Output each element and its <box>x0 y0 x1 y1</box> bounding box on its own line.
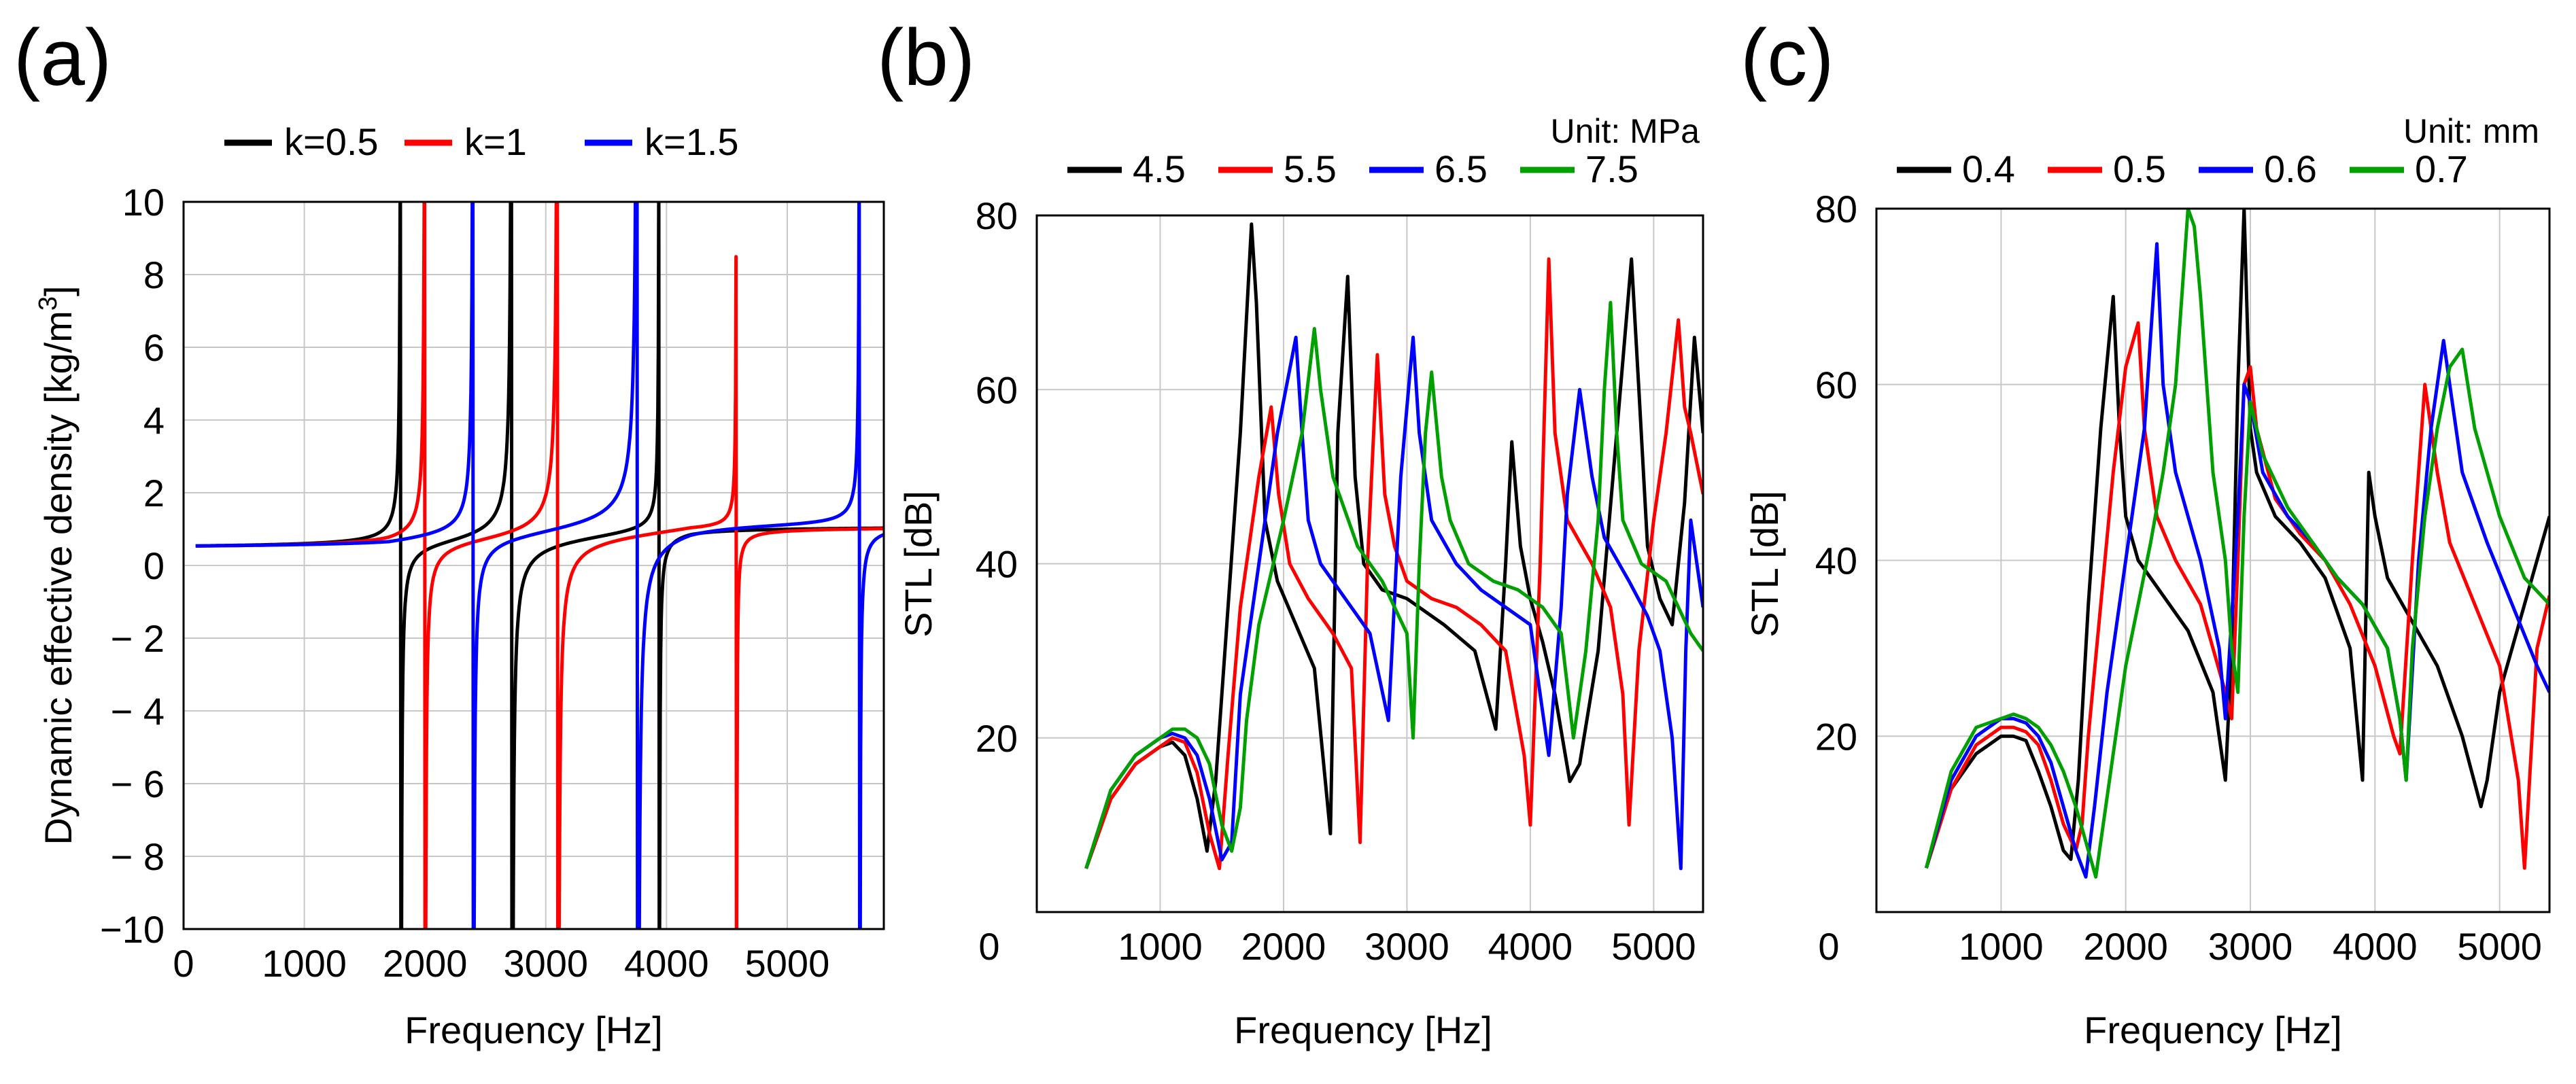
legend-label: 7.5 <box>1585 147 1638 190</box>
x-tick-label: 2000 <box>2083 925 2168 968</box>
legend: 4.5 5.5 6.5 7.5 <box>1067 147 1638 190</box>
y-tick-label: 40 <box>1815 540 1857 582</box>
x-tick-labels: 0 1000 2000 3000 4000 5000 <box>1818 925 2542 968</box>
x-tick-label: 1000 <box>1118 925 1203 968</box>
series-line-7-5 <box>1084 300 1703 869</box>
x-tick-label: 4000 <box>2333 925 2418 968</box>
plot-frame <box>182 200 885 930</box>
x-tick-label: 5000 <box>2457 925 2542 968</box>
legend-label: k=1.5 <box>645 120 739 163</box>
y-tick-labels: −10 − 8 − 6 − 4 − 2 0 2 4 6 8 10 <box>100 181 165 951</box>
legend-unit: Unit: MPa <box>1550 112 1700 150</box>
y-tick-label: 10 <box>122 181 165 224</box>
legend-label: 4.5 <box>1133 147 1186 190</box>
x-tick-label: 3000 <box>2208 925 2293 968</box>
y-tick-label: 6 <box>143 326 165 369</box>
y-tick-labels: 20 40 60 80 <box>1815 188 1857 758</box>
x-tick-label: 0 <box>1818 925 1839 968</box>
x-tick-label: 1000 <box>1959 925 2044 968</box>
legend-label: k=0.5 <box>284 120 379 163</box>
grid <box>184 202 884 929</box>
x-tick-label: 0 <box>978 925 999 968</box>
legend-label: 0.6 <box>2264 147 2317 190</box>
series-line-0-5 <box>1924 321 2549 870</box>
y-tick-label: 8 <box>143 253 165 296</box>
y-axis-label: STL [dB] <box>897 491 940 637</box>
y-tick-label: 20 <box>976 717 1018 760</box>
series-line-5-5 <box>1084 257 1703 871</box>
series-line-0-4 <box>1924 209 2549 869</box>
series-line-0-6 <box>1924 242 2549 879</box>
y-tick-label: 80 <box>1815 188 1857 230</box>
y-tick-labels: 20 40 60 80 <box>976 194 1018 760</box>
x-tick-labels: 0 1000 2000 3000 4000 5000 <box>173 942 829 985</box>
y-tick-label: − 2 <box>111 617 165 660</box>
chart-panel-b: (b) 0 1000 2000 3000 4000 5000 20 40 60 80 4.5 5.… <box>877 13 1704 1051</box>
x-tick-label: 4000 <box>624 942 709 985</box>
y-tick-label: 60 <box>976 368 1018 411</box>
legend: 0.4 0.5 0.6 0.7 <box>1897 147 2468 190</box>
x-tick-label: 5000 <box>1611 925 1696 968</box>
legend-unit: Unit: mm <box>2403 112 2539 150</box>
y-tick-label: 2 <box>143 472 165 514</box>
x-tick-label: 4000 <box>1488 925 1573 968</box>
y-tick-label: 80 <box>976 194 1018 237</box>
legend-label: 0.4 <box>1962 147 2015 190</box>
legend-label: 0.5 <box>2113 147 2166 190</box>
series-layer <box>1084 222 1703 871</box>
x-tick-label: 0 <box>173 942 194 985</box>
y-axis-label: Dynamic effective density [kg/m3] <box>34 285 80 845</box>
series-line-0-7 <box>1924 209 2549 879</box>
series-layer <box>1924 209 2549 879</box>
x-tick-label: 2000 <box>1241 925 1326 968</box>
y-tick-label: − 6 <box>111 763 165 805</box>
panel-label: (c) <box>1740 13 1834 103</box>
legend: k=0.5 k=1 k=1.5 <box>224 120 739 163</box>
y-tick-label: − 8 <box>111 835 165 878</box>
legend-label: k=1 <box>464 120 527 163</box>
x-axis-label: Frequency [Hz] <box>1234 1009 1492 1051</box>
x-tick-label: 1000 <box>262 942 347 985</box>
grid <box>1876 209 2549 912</box>
x-tick-label: 3000 <box>503 942 588 985</box>
plot-frame <box>1875 207 2551 913</box>
y-tick-label: 4 <box>143 399 165 442</box>
x-axis-label: Frequency [Hz] <box>2084 1009 2342 1051</box>
legend-label: 5.5 <box>1284 147 1337 190</box>
panel-label: (a) <box>14 13 111 103</box>
legend-label: 6.5 <box>1435 147 1488 190</box>
x-tick-label: 5000 <box>745 942 830 985</box>
y-axis-label: STL [dB] <box>1743 491 1786 637</box>
series-line-k1-5 <box>194 202 884 929</box>
legend-label: 0.7 <box>2415 147 2468 190</box>
y-tick-label: − 4 <box>111 690 165 733</box>
y-tick-label: 60 <box>1815 364 1857 406</box>
panel-label: (b) <box>877 13 975 103</box>
series-layer <box>194 202 884 929</box>
x-axis-label: Frequency [Hz] <box>405 1009 663 1051</box>
y-tick-label: 0 <box>143 544 165 587</box>
series-line-6-5 <box>1084 335 1703 871</box>
y-tick-label: 40 <box>976 543 1018 586</box>
y-axis-label-superscript: 3 <box>34 296 63 311</box>
x-tick-label: 3000 <box>1364 925 1449 968</box>
y-tick-label: 20 <box>1815 715 1857 758</box>
plot-frame <box>1035 214 1704 913</box>
y-axis-label-main: Dynamic effective density [kg/m <box>37 311 80 845</box>
x-tick-label: 2000 <box>383 942 468 985</box>
grid <box>1037 215 1703 912</box>
y-axis-label-end: ] <box>37 285 80 296</box>
chart-panel-a: (a) 0 1000 2000 3000 4000 5000 −10 − 8 − 6 − 4 − … <box>14 13 885 1051</box>
y-tick-label: −10 <box>100 908 165 951</box>
x-tick-labels: 0 1000 2000 3000 4000 5000 <box>978 925 1696 968</box>
